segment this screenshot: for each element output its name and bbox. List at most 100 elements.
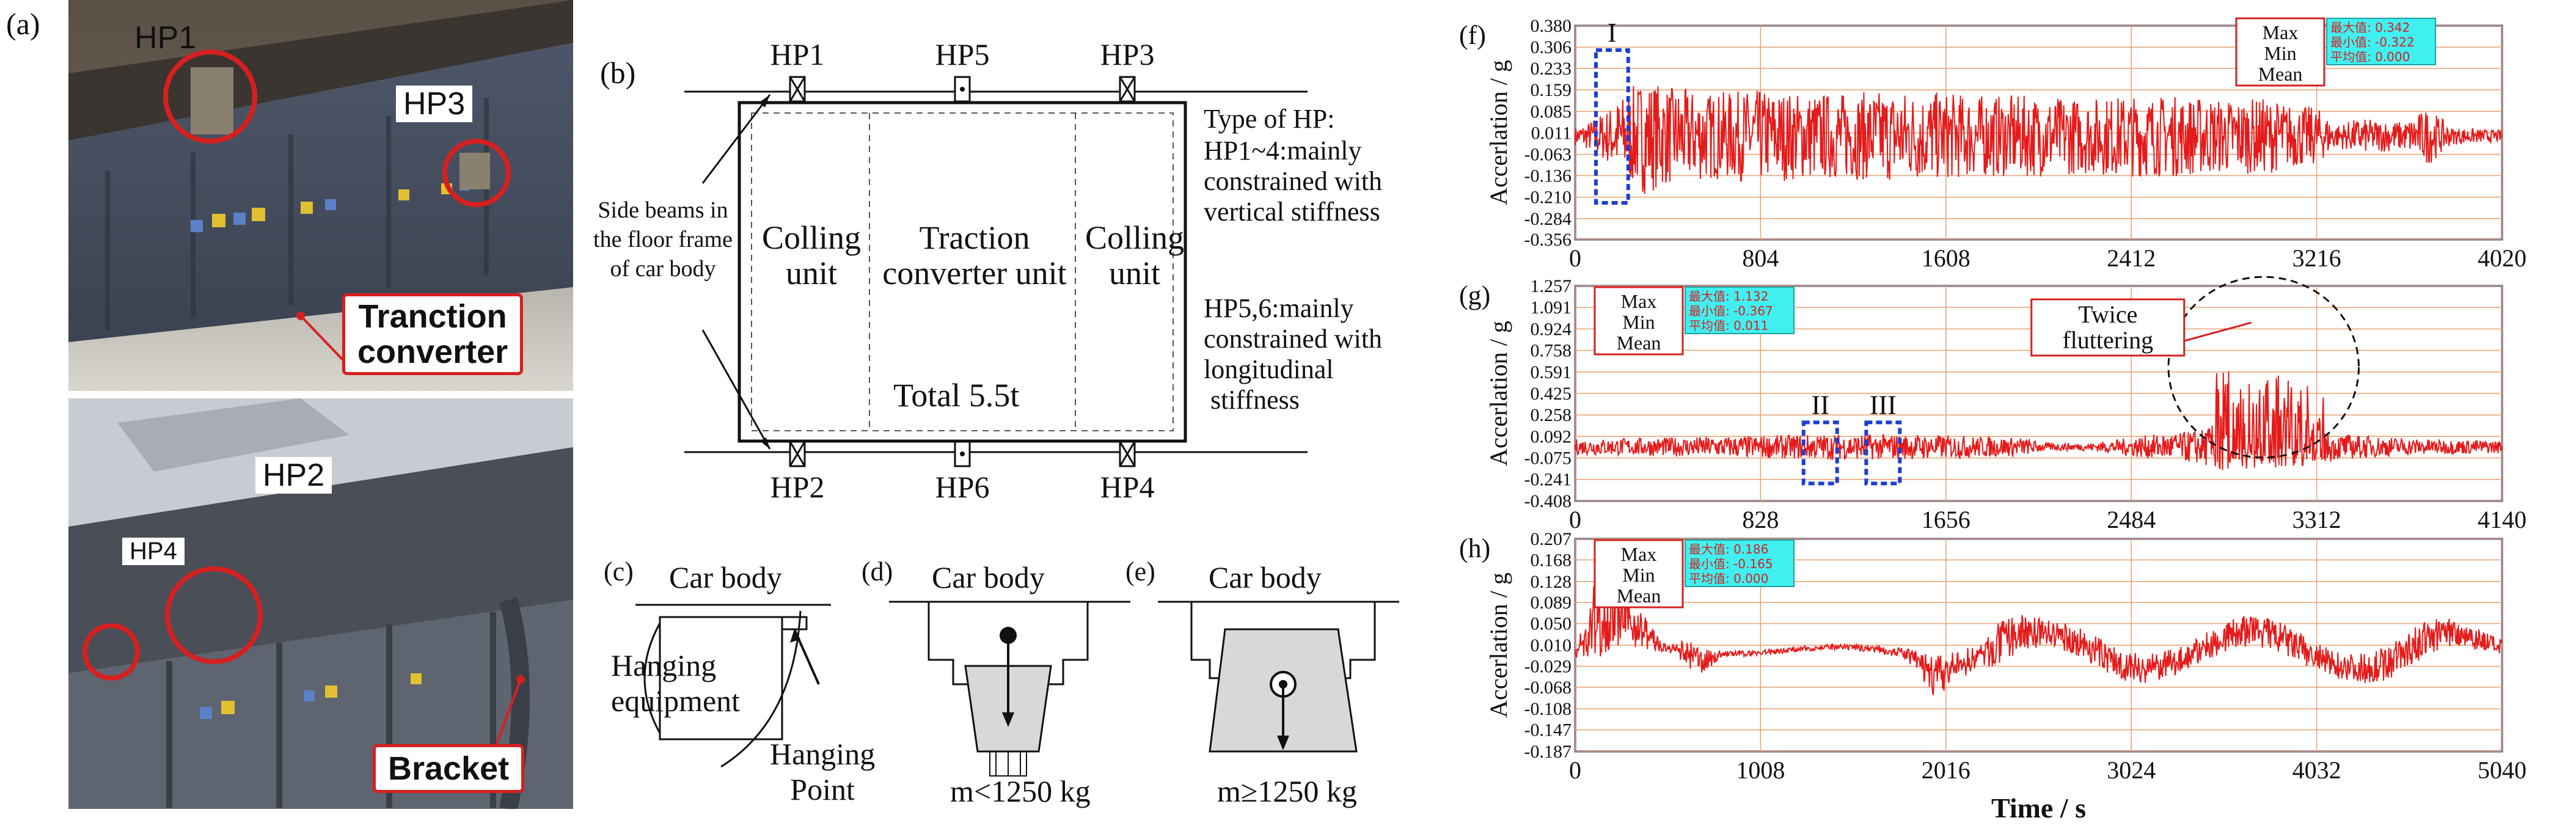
y-tick-label: 0.380 (1531, 16, 1572, 36)
stat-text: 最小值: -0.165 (1689, 557, 1773, 571)
label-bracket: Bracket (373, 744, 525, 793)
stat-text: 平均值: 0.011 (1689, 318, 1768, 333)
y-tick-label: 0.924 (1531, 319, 1572, 339)
y-tick-label: -0.136 (1524, 166, 1572, 186)
annotation-label: II (1812, 390, 1829, 420)
unit-traction-converter: Traction converter unit (882, 219, 1067, 291)
x-axis-label: Time / s (1991, 792, 2086, 824)
y-tick-label: 0.011 (1531, 123, 1572, 143)
stat-text: 最大值: 1.132 (1689, 289, 1768, 304)
schematic-diagram (635, 76, 1399, 777)
legend-label: Min (1622, 564, 1655, 586)
x-tick-label: 2016 (1922, 756, 1970, 784)
d-mass: m<1250 kg (950, 774, 1091, 808)
legend-label: Mean (1617, 332, 1661, 354)
annotation-box (2030, 298, 2186, 357)
panel-label-a: (a) (6, 7, 40, 41)
y-tick-label: 0.258 (1531, 405, 1572, 425)
legend-label: Max (2263, 21, 2299, 43)
y-tick-label: -0.068 (1524, 678, 1572, 698)
y-tick-label: 0.128 (1531, 572, 1572, 592)
y-axis-label: Accerlation / g (1485, 60, 1512, 205)
chart-g: 1.2571.0910.9240.7580.5910.4250.2580.092… (1459, 276, 2527, 533)
x-tick-label: 4140 (2478, 506, 2527, 533)
y-tick-label: -0.241 (1524, 470, 1572, 490)
panel-label-g: (g) (1459, 280, 1490, 310)
y-tick-label: 0.085 (1531, 101, 1572, 122)
hp2-symbol (789, 440, 806, 467)
y-tick-label: -0.029 (1524, 656, 1572, 676)
unit-cooling-right: Colling unit (1085, 219, 1185, 291)
legend-label: Max (1621, 290, 1657, 312)
legend-label: Mean (1617, 585, 1661, 607)
signal-trace-f (1575, 86, 2503, 194)
y-tick-label: 0.425 (1531, 384, 1572, 404)
hp-bottom-2: HP2 (770, 470, 825, 504)
legend-label: Mean (2258, 63, 2303, 85)
y-tick-label: 0.758 (1531, 340, 1572, 360)
hp-top-1: HP1 (770, 37, 825, 71)
plot-area-g (1574, 285, 2503, 502)
signal-trace-h (1575, 586, 2503, 695)
stat-text: 最小值: -0.367 (1689, 304, 1773, 318)
y-tick-label: 0.306 (1531, 37, 1572, 57)
chart-f: 0.3800.3060.2330.1590.0850.011-0.063-0.1… (1459, 16, 2527, 272)
photo-label-hp4: HP4 (122, 538, 185, 565)
y-tick-label: -0.063 (1524, 145, 1572, 165)
annotation-label: I (1608, 18, 1617, 48)
annotation-box-I (1594, 48, 1630, 205)
panel-label-b: (b) (600, 56, 636, 90)
legend-label: Max (1621, 543, 1657, 565)
y-tick-label: -0.075 (1524, 448, 1572, 469)
photo-label-hp1: HP1 (134, 20, 197, 56)
chart-h: 0.2070.1680.1280.0890.0500.010-0.029-0.0… (1459, 529, 2527, 824)
total-mass: Total 5.5t (893, 377, 1020, 414)
hp-type-vertical: HP1~4:mainly constrained with vertical s… (1204, 136, 1383, 227)
hp-bottom-6: HP6 (935, 470, 990, 504)
y-tick-label: -0.408 (1524, 491, 1572, 511)
x-tick-label: 3216 (2292, 244, 2341, 272)
y-tick-label: 0.010 (1531, 635, 1572, 656)
plot-area-f (1574, 24, 2503, 241)
annotation-box-II (1801, 420, 1839, 486)
x-tick-label: 2412 (2107, 244, 2156, 272)
y-tick-label: 0.591 (1531, 362, 1572, 382)
y-tick-label: -0.356 (1524, 230, 1572, 250)
x-tick-label: 0 (1569, 244, 1581, 272)
hp-type-longitudinal: HP5,6:mainly constrained with longitudin… (1204, 293, 1383, 415)
x-tick-label: 5040 (2478, 756, 2527, 784)
panel-label-h: (h) (1459, 533, 1490, 563)
panel-label-f: (f) (1459, 20, 1486, 50)
e-car-body: Car body (1209, 560, 1322, 594)
panel-label-d: (d) (862, 557, 893, 587)
annotation-text: Twice (2078, 301, 2137, 328)
y-tick-label: -0.147 (1524, 720, 1572, 740)
x-tick-label: 1608 (1922, 244, 1970, 272)
stat-text: 平均值: 0.000 (2330, 49, 2410, 64)
stat-text: 最大值: 0.342 (2330, 20, 2410, 35)
annotation-ellipse (2167, 276, 2360, 459)
hp-top-5: HP5 (935, 37, 990, 71)
signal-trace-g (1575, 371, 2503, 470)
hp-bottom-4: HP4 (1100, 470, 1155, 504)
y-tick-label: 0.089 (1531, 593, 1572, 613)
hp-type-title: Type of HP: (1204, 104, 1335, 134)
hp5-symbol (954, 76, 971, 103)
y-tick-label: 0.168 (1531, 550, 1572, 570)
y-tick-label: 1.257 (1531, 276, 1572, 296)
panel-label-c: (c) (604, 557, 634, 587)
annotation-box-III (1864, 420, 1902, 486)
y-tick-label: -0.210 (1524, 188, 1572, 208)
hp-top-3: HP3 (1100, 37, 1155, 71)
legend-label: Min (1622, 311, 1655, 333)
y-tick-label: 0.050 (1531, 614, 1572, 634)
e-mass: m≥1250 kg (1217, 774, 1357, 808)
x-tick-label: 0 (1569, 756, 1581, 784)
c-car-body: Car body (669, 560, 782, 594)
plot-area-h (1574, 538, 2503, 753)
x-tick-label: 4020 (2478, 244, 2527, 272)
c-hanging-equipment: Hanging equipment (611, 648, 741, 718)
